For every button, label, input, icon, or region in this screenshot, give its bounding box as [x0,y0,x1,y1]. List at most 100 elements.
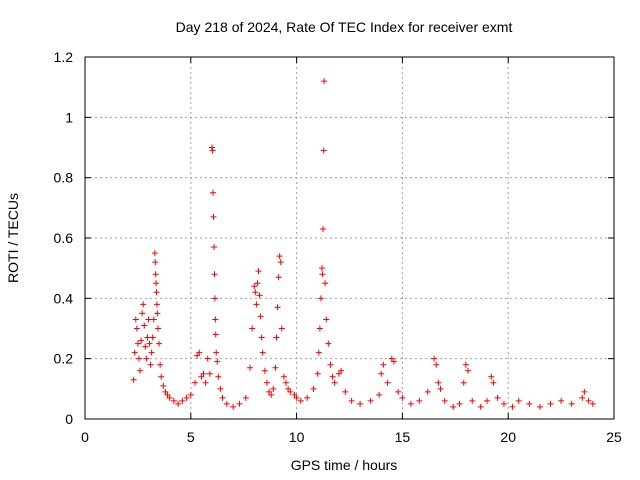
data-point [211,295,218,302]
data-point [160,382,167,389]
data-point [213,349,220,356]
y-tick-label: 1.2 [54,49,74,65]
data-point [424,388,431,395]
data-point [142,343,149,350]
data-point [589,400,596,407]
data-point [217,385,224,392]
data-point [223,400,230,407]
data-point [437,385,444,392]
data-point [272,364,279,371]
data-point [139,310,146,317]
data-point [320,147,327,154]
data-point [212,316,219,323]
data-point [407,400,414,407]
data-point [342,388,349,395]
data-point [376,391,383,398]
data-point [153,289,160,296]
data-point [316,325,323,332]
data-point [152,271,159,278]
data-point [204,355,211,362]
data-point [275,274,282,281]
data-point [148,349,155,356]
data-point [509,403,516,410]
data-point [477,403,484,410]
data-point [157,361,164,368]
data-point [170,397,177,404]
data-point [500,400,507,407]
data-point [133,325,140,332]
data-point [162,388,169,395]
data-point [263,379,270,386]
data-point [278,325,285,332]
data-point [325,340,332,347]
data-point [261,367,268,374]
data-point [150,316,157,323]
data-point [266,388,273,395]
data-point [153,280,160,287]
data-point [285,385,292,392]
data-point [179,397,186,404]
x-axis-label: GPS time / hours [291,457,398,473]
data-point [206,370,213,377]
data-point [135,355,142,362]
data-point [270,385,277,392]
data-point [242,394,249,401]
x-tick-label: 0 [81,429,89,445]
data-point [249,325,256,332]
data-point [399,394,406,401]
data-point [247,364,254,371]
data-point [215,373,222,380]
data-point [268,391,275,398]
data-point [388,355,395,362]
data-point [323,316,330,323]
y-tick-label: 0 [65,411,73,427]
x-tick-label: 5 [187,429,195,445]
data-point [416,397,423,404]
data-point [441,397,448,404]
x-tick-label: 25 [606,429,622,445]
data-point [384,379,391,386]
data-point [274,304,281,311]
data-point [314,370,321,377]
y-tick-label: 0.6 [54,230,74,246]
data-point [494,394,501,401]
data-point [280,373,287,380]
data-point [141,322,148,329]
data-point [390,358,397,365]
data-point [277,259,284,266]
plot-frame [84,56,615,420]
chart-title: Day 218 of 2024, Rate Of TEC Index for r… [176,19,513,35]
data-point [395,388,402,395]
data-point [321,78,328,85]
data-point [158,373,165,380]
data-point [208,144,215,151]
data-point [315,349,322,356]
data-point [329,373,336,380]
data-point [256,292,263,299]
data-point [585,397,592,404]
data-point [331,379,338,386]
data-point [210,189,217,196]
data-point [273,334,280,341]
data-point [252,289,259,296]
data-point [378,370,385,377]
data-point [202,379,209,386]
data-point [192,379,199,386]
data-point [131,349,138,356]
grid-lines [85,57,614,419]
axis-ticks: 0 5 10 15 20 25 0 0.2 0.4 0.6 0.8 1 1.2 [54,49,622,445]
data-point [558,397,565,404]
data-point [317,295,324,302]
data-point [134,340,141,347]
data-point [348,397,355,404]
data-point [283,379,290,386]
data-point [147,361,154,368]
data-point [164,391,171,398]
data-point [146,340,153,347]
data-point [137,367,144,374]
data-point [431,355,438,362]
data-point [140,301,147,308]
data-point [211,244,218,251]
data-point [322,280,329,287]
